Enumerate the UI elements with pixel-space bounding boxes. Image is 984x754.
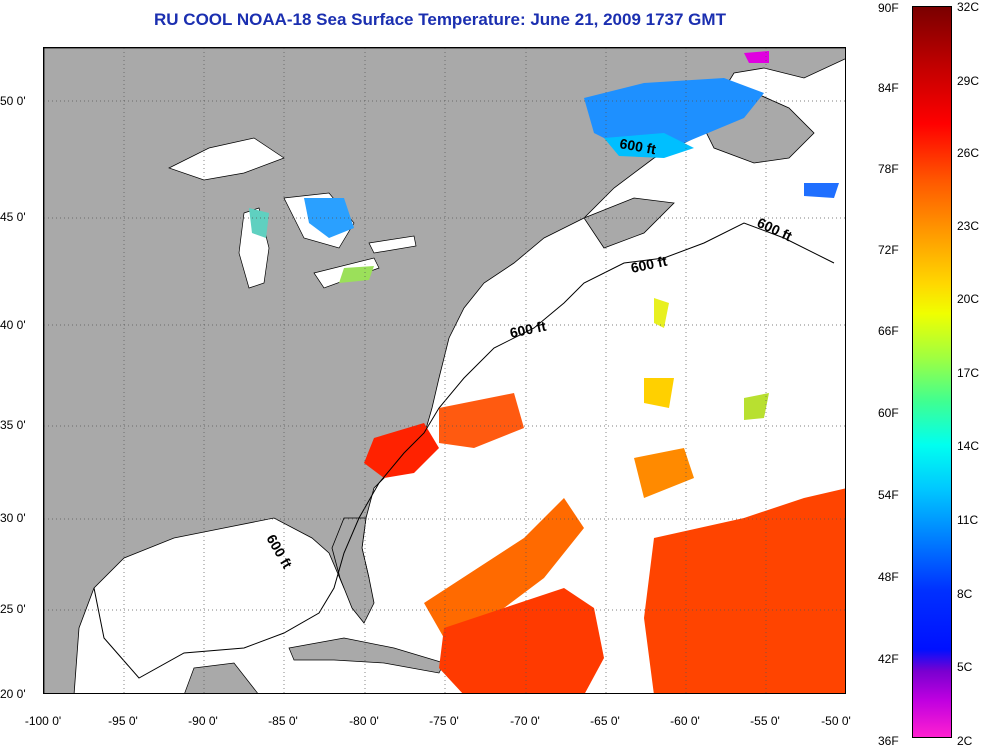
lake-ontario bbox=[368, 235, 417, 254]
colorbar-label-f: 48F bbox=[878, 570, 899, 584]
nova-scotia-land bbox=[583, 197, 675, 249]
depth-label: 600 ft bbox=[263, 532, 295, 572]
colorbar-label-c: 26C bbox=[957, 146, 980, 160]
colorbar-label-c: 29C bbox=[957, 74, 980, 88]
colorbar-label-f: 36F bbox=[878, 734, 899, 748]
colorbar-label-c: 8C bbox=[957, 587, 973, 601]
colorbar-label-c: 32C bbox=[957, 0, 980, 14]
colorbar-label-f: 66F bbox=[878, 324, 899, 338]
depth-label: 600 ft bbox=[618, 135, 657, 157]
depth-label: 600 ft bbox=[508, 318, 547, 341]
map-title: RU COOL NOAA-18 Sea Surface Temperature:… bbox=[154, 10, 726, 29]
x-tick-label: -75 0' bbox=[429, 714, 459, 728]
temperature-colorbar bbox=[912, 6, 952, 738]
colorbar-label-f: 90F bbox=[878, 1, 899, 15]
depth-label: 600 ft bbox=[629, 253, 668, 276]
x-tick-label: -100 0' bbox=[24, 714, 62, 728]
x-tick-label: -70 0' bbox=[510, 714, 540, 728]
x-tick-label: -60 0' bbox=[670, 714, 700, 728]
colorbar-label-f: 72F bbox=[878, 243, 899, 257]
y-tick-label: 50 0' bbox=[0, 94, 26, 108]
colorbar-label-f: 78F bbox=[878, 162, 899, 176]
colorbar-label-c: 23C bbox=[957, 219, 980, 233]
y-tick-label: 25 0' bbox=[0, 602, 26, 616]
colorbar-label-f: 84F bbox=[878, 81, 899, 95]
x-tick-label: -85 0' bbox=[268, 714, 298, 728]
colorbar-label-f: 42F bbox=[878, 652, 899, 666]
cuba-land bbox=[288, 637, 445, 674]
colorbar-label-f: 60F bbox=[878, 406, 899, 420]
x-tick-label: -50 0' bbox=[821, 714, 851, 728]
isobath-600ft bbox=[93, 222, 835, 679]
y-tick-label: 45 0' bbox=[0, 210, 26, 224]
x-tick-label: -80 0' bbox=[349, 714, 379, 728]
colorbar-label-c: 20C bbox=[957, 292, 980, 306]
sst-map: 600 ft 600 ft 600 ft 600 ft 600 ft bbox=[43, 47, 846, 694]
x-tick-label: -95 0' bbox=[108, 714, 138, 728]
colorbar-label-c: 17C bbox=[957, 366, 980, 380]
map-canvas: 600 ft 600 ft 600 ft 600 ft 600 ft bbox=[44, 48, 845, 693]
colorbar-label-c: 14C bbox=[957, 439, 980, 453]
y-tick-label: 20 0' bbox=[0, 687, 26, 701]
colorbar-label-c: 11C bbox=[957, 513, 979, 527]
sst-data-patches bbox=[249, 51, 845, 693]
y-tick-label: 35 0' bbox=[0, 418, 26, 432]
colorbar-label-c: 5C bbox=[957, 660, 973, 674]
colorbar-label-f: 54F bbox=[878, 488, 899, 502]
y-tick-label: 30 0' bbox=[0, 511, 26, 525]
x-tick-label: -65 0' bbox=[590, 714, 620, 728]
x-tick-label: -55 0' bbox=[750, 714, 780, 728]
colorbar-label-c: 2C bbox=[957, 734, 973, 748]
yucatan-land bbox=[184, 662, 258, 693]
x-tick-label: -90 0' bbox=[188, 714, 218, 728]
florida-land bbox=[331, 517, 375, 624]
y-tick-label: 40 0' bbox=[0, 318, 26, 332]
depth-label: 600 ft bbox=[755, 214, 795, 244]
